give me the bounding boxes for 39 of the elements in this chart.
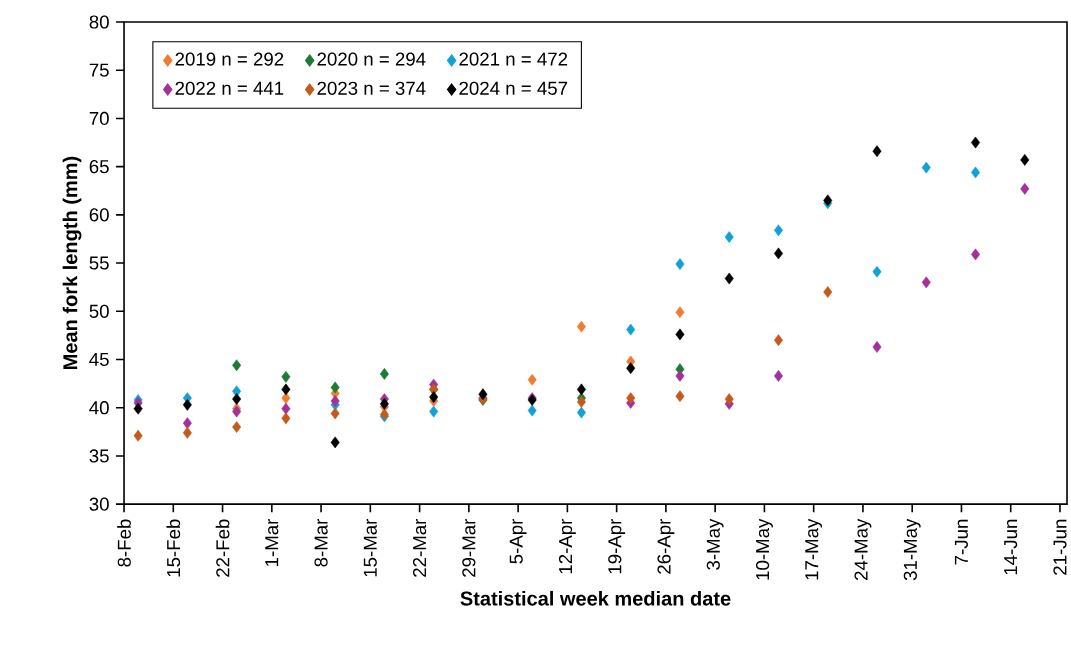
y-tick-label: 30 bbox=[89, 497, 109, 511]
x-tick-label: 21-Jun bbox=[1053, 519, 1067, 575]
x-tick-label: 7-Jun bbox=[954, 519, 968, 565]
y-tick-label: 55 bbox=[89, 256, 109, 270]
legend-label: 2023 n = 374 bbox=[317, 81, 426, 95]
x-tick-label: 14-Jun bbox=[1004, 519, 1018, 575]
x-tick-label: 19-Apr bbox=[608, 518, 626, 574]
x-tick-label: 22-Feb bbox=[215, 519, 230, 577]
x-tick-label: 8-Feb bbox=[117, 519, 131, 567]
y-tick-label: 65 bbox=[89, 159, 109, 174]
legend-label: 2020 n = 294 bbox=[317, 52, 426, 66]
x-tick-label: 8-Mar bbox=[314, 518, 328, 567]
x-tick-label: 15-Mar bbox=[363, 518, 377, 577]
x-tick-label: 17-May bbox=[805, 518, 823, 580]
y-tick-label: 60 bbox=[89, 208, 109, 222]
x-tick-label: 31-May bbox=[903, 518, 921, 581]
x-tick-label: 1-Mar bbox=[265, 518, 279, 566]
y-axis-title: Mean fork length (mm) bbox=[62, 156, 82, 369]
legend-label: 2022 n = 441 bbox=[175, 81, 284, 95]
x-axis-title: Statistical week median date bbox=[460, 590, 731, 606]
y-tick-label: 50 bbox=[89, 304, 109, 318]
x-tick-label: 29-Mar bbox=[462, 518, 476, 577]
x-tick-label: 10-May bbox=[755, 518, 773, 580]
x-tick-label: 22-Mar bbox=[412, 518, 427, 577]
legend-label: 2021 n = 472 bbox=[459, 52, 568, 66]
y-tick-label: 80 bbox=[89, 15, 109, 29]
x-tick-label: 24-May bbox=[854, 518, 872, 580]
legend-label: 2019 n = 292 bbox=[175, 52, 284, 66]
y-tick-label: 40 bbox=[89, 401, 109, 415]
y-tick-label: 70 bbox=[89, 111, 109, 125]
y-tick-label: 45 bbox=[89, 352, 109, 366]
x-tick-label: 3-May bbox=[706, 518, 724, 570]
y-tick-label: 35 bbox=[89, 449, 109, 463]
x-tick-label: 15-Feb bbox=[166, 519, 181, 577]
x-tick-label: 12-Apr bbox=[558, 518, 576, 574]
legend-label: 2024 n = 457 bbox=[459, 81, 568, 95]
x-tick-label: 26-Apr bbox=[657, 518, 675, 574]
y-tick-label: 75 bbox=[89, 63, 109, 77]
x-tick-label: 5-Apr bbox=[509, 518, 527, 564]
